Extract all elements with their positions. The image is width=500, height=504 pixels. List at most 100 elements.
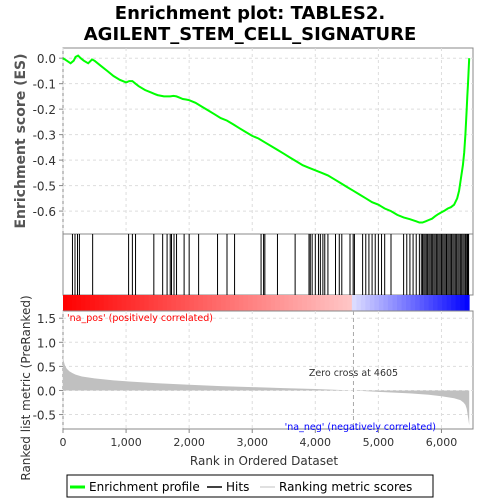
color-bar-segment: [306, 295, 312, 311]
color-bar-segment: [387, 295, 393, 311]
color-bar-segment: [374, 295, 380, 311]
es-y-tick-label: -0.6: [33, 205, 56, 219]
color-bar-segment: [315, 295, 321, 311]
metric-y-tick-label: -0.5: [33, 409, 56, 423]
es-y-tick-label: -0.3: [33, 129, 56, 143]
legend-box: [66, 474, 434, 498]
ranking-metric-area: [63, 352, 470, 426]
es-y-tick-label: -0.4: [33, 154, 56, 168]
color-bar-segment: [121, 295, 127, 311]
color-bar-segment: [108, 295, 114, 311]
color-bar-segment: [284, 295, 290, 311]
color-bar-segment: [302, 295, 308, 311]
color-bar-segment: [117, 295, 123, 311]
color-bar-segment: [320, 295, 326, 311]
color-bar-segment: [293, 295, 299, 311]
hits-panel-frame: [62, 233, 474, 296]
chart-title-line1: Enrichment plot: TABLES2.: [115, 3, 385, 24]
color-bar-segment: [365, 295, 371, 311]
es-panel-frame: [62, 47, 474, 235]
color-bar-segment: [433, 295, 439, 311]
color-bar-segment: [216, 295, 222, 311]
color-bar-segment: [437, 295, 443, 311]
color-bar-segment: [198, 295, 204, 311]
color-bar-segment: [356, 295, 362, 311]
color-bar-segment: [406, 295, 411, 311]
color-bar-segment: [311, 295, 317, 311]
color-bar-segment: [329, 295, 335, 311]
color-bar-segment: [207, 295, 213, 311]
color-bar-segment: [76, 295, 82, 311]
color-bar-segment: [360, 295, 366, 311]
color-bar-segment: [166, 295, 172, 311]
color-bar-segment: [126, 295, 132, 311]
color-bar-segment: [94, 295, 100, 311]
color-bar-segment: [383, 295, 389, 311]
color-bar-segment: [171, 295, 177, 311]
x-tick-label: 0: [60, 436, 67, 449]
color-bar-segment: [229, 295, 235, 311]
x-tick-label: 4,000: [300, 436, 332, 449]
color-bar-segment: [99, 295, 105, 311]
color-bar-segment: [139, 295, 145, 311]
color-bar-segment: [225, 295, 231, 311]
zero-cross-label: Zero cross at 4605: [309, 368, 398, 379]
color-bar-segment: [424, 295, 429, 311]
es-y-tick-label: -0.1: [33, 78, 56, 92]
color-bar-segment: [410, 295, 416, 311]
color-bar-segment: [396, 295, 402, 311]
es-y-tick-label: -0.5: [33, 180, 56, 194]
color-bar-segment: [288, 295, 294, 311]
chart-title-line2: AGILENT_STEM_CELL_SIGNATURE: [84, 24, 417, 45]
color-bar-segment: [415, 295, 420, 311]
color-bar-segment: [248, 295, 253, 311]
color-bar-segment: [63, 295, 68, 311]
legend-enrichment-label: Enrichment profile: [89, 480, 200, 494]
x-tick-label: 1,000: [110, 436, 142, 449]
color-bar-segment: [175, 295, 181, 311]
positive-correlation-label: 'na_pos' (positively correlated): [67, 313, 213, 324]
color-bar-segment: [446, 295, 452, 311]
enrichment-profile-line: [62, 54, 471, 224]
color-bar-segment: [392, 295, 398, 311]
color-bar-segment: [220, 295, 226, 311]
x-tick-label: 6,000: [426, 436, 458, 449]
color-bar-segment: [270, 295, 276, 311]
metric-panel-frame: [62, 310, 474, 430]
metric-y-tick-label: 1.0: [37, 336, 56, 350]
color-bar-segment: [67, 295, 73, 311]
color-bar-segment: [442, 295, 448, 311]
x-axis-label: Rank in Ordered Dataset: [190, 454, 338, 468]
color-bar-segment: [401, 295, 407, 311]
negative-correlation-label: 'na_neg' (negatively correlated): [285, 422, 436, 433]
color-bar-segment: [297, 295, 303, 311]
color-bar-segment: [103, 295, 109, 311]
color-bar-segment: [189, 295, 195, 311]
metric-y-tick-label: 1.5: [37, 312, 56, 326]
color-bar-segment: [234, 295, 240, 311]
color-bar-segment: [72, 295, 77, 311]
x-tick-label: 2,000: [173, 436, 205, 449]
color-bar-segment: [90, 295, 95, 311]
color-bar-segment: [275, 295, 281, 311]
color-bar-segment: [144, 295, 150, 311]
es-y-axis-label: Enrichment score (ES): [13, 53, 29, 228]
es-y-tick-label: -0.2: [33, 103, 56, 117]
color-bar-segment: [261, 295, 267, 311]
color-bar-segment: [239, 295, 244, 311]
color-bar-segment: [81, 295, 86, 311]
color-bar-segment: [202, 295, 208, 311]
x-tick-label: 3,000: [236, 436, 268, 449]
metric-y-tick-label: 0.5: [37, 360, 56, 374]
color-bar-segment: [243, 295, 249, 311]
es-y-tick-label: 0.0: [37, 52, 56, 66]
legend-hits-label: Hits: [226, 480, 249, 494]
color-bar-segment: [85, 295, 91, 311]
color-bar-segment: [428, 295, 434, 311]
color-bar-segment: [112, 295, 118, 311]
color-bar-segment: [148, 295, 154, 311]
color-bar-segment: [333, 295, 339, 311]
color-bar-segment: [378, 295, 384, 311]
